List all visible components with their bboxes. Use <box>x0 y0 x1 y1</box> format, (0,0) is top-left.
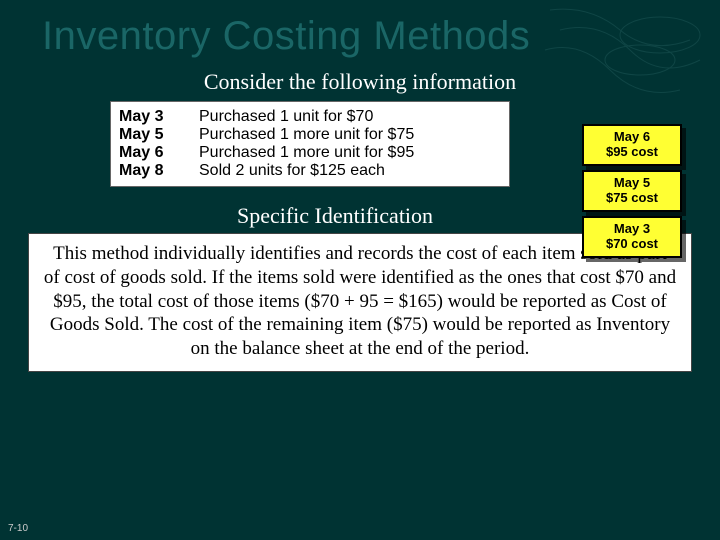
stack-box-cost: $75 cost <box>606 191 658 206</box>
slide-title: Inventory Costing Methods <box>0 0 720 63</box>
table-date: May 5 <box>119 126 199 144</box>
table-row: May 8 Sold 2 units for $125 each <box>119 162 501 180</box>
inventory-stack: May 6 $95 cost May 5 $75 cost May 3 $70 … <box>582 124 692 262</box>
stack-box: May 3 $70 cost <box>582 216 682 258</box>
table-row: May 3 Purchased 1 unit for $70 <box>119 108 501 126</box>
purchase-table: May 3 Purchased 1 unit for $70 May 5 Pur… <box>110 101 510 187</box>
stack-box-date: May 6 <box>614 130 650 145</box>
stack-box: May 5 $75 cost <box>582 170 682 212</box>
table-row: May 5 Purchased 1 more unit for $75 <box>119 126 501 144</box>
stack-box-cost: $95 cost <box>606 145 658 160</box>
table-desc: Purchased 1 more unit for $75 <box>199 126 414 144</box>
stack-box-date: May 3 <box>614 222 650 237</box>
stack-box: May 6 $95 cost <box>582 124 682 166</box>
slide-subtitle: Consider the following information <box>0 69 720 95</box>
slide-number: 7-10 <box>8 523 28 534</box>
table-date: May 3 <box>119 108 199 126</box>
table-desc: Sold 2 units for $125 each <box>199 162 385 180</box>
stack-box-date: May 5 <box>614 176 650 191</box>
table-desc: Purchased 1 more unit for $95 <box>199 144 414 162</box>
table-row: May 6 Purchased 1 more unit for $95 <box>119 144 501 162</box>
stack-box-cost: $70 cost <box>606 237 658 252</box>
table-date: May 6 <box>119 144 199 162</box>
table-date: May 8 <box>119 162 199 180</box>
table-desc: Purchased 1 unit for $70 <box>199 108 373 126</box>
